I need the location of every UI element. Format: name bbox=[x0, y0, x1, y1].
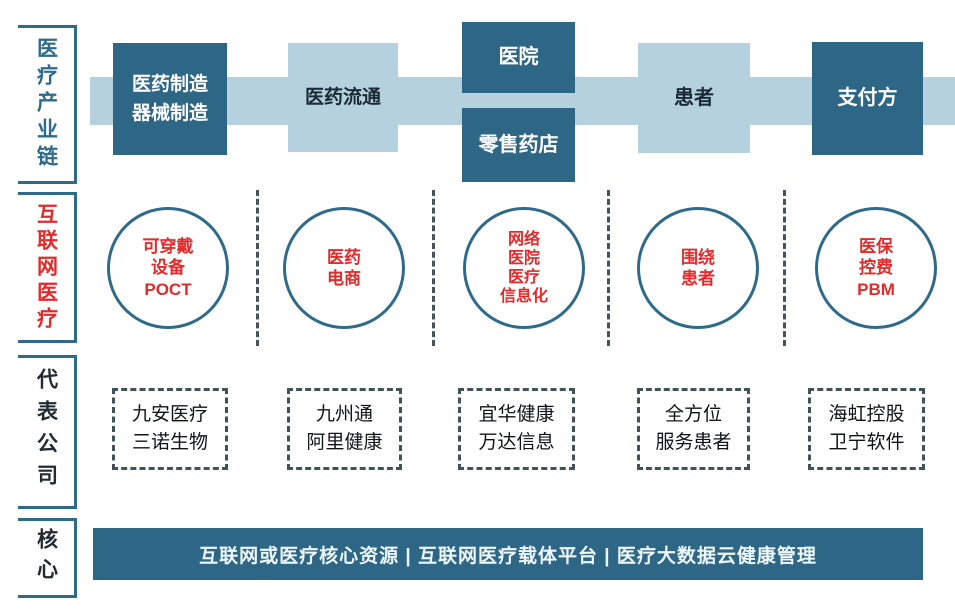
company-box-col5: 海虹控股 卫宁软件 bbox=[808, 388, 925, 470]
chain-node-retail-pharmacy: 零售药店 bbox=[462, 108, 575, 182]
circle-around-patient: 围绕 患者 bbox=[637, 207, 759, 329]
chain-node-distribution: 医药流通 bbox=[288, 43, 398, 152]
circle-wearables-poct: 可穿戴 设备 POCT bbox=[107, 207, 229, 329]
core-bar: 互联网或医疗核心资源 | 互联网医疗载体平台 | 医疗大数据云健康管理 bbox=[93, 528, 923, 580]
company-box-col2: 九州通 阿里健康 bbox=[287, 388, 402, 470]
company-box-col3: 宜华健康 万达信息 bbox=[458, 388, 575, 470]
column-separator-4 bbox=[783, 190, 786, 346]
company-box-col1: 九安医疗 三诺生物 bbox=[112, 388, 228, 470]
side-label-industry-chain: 医疗产业链 bbox=[18, 25, 77, 184]
side-label-core: 核心 bbox=[18, 518, 77, 598]
circle-insurance-control-pbm: 医保 控费 PBM bbox=[815, 207, 937, 329]
chain-node-hospital: 医院 bbox=[462, 22, 575, 93]
circle-pharma-ecommerce: 医药 电商 bbox=[283, 207, 405, 329]
chain-node-patient: 患者 bbox=[638, 43, 750, 153]
side-label-core-text: 核心 bbox=[34, 528, 59, 588]
chain-node-payer: 支付方 bbox=[812, 42, 923, 155]
side-label-representative-companies-text: 代表公司 bbox=[34, 368, 59, 496]
side-label-representative-companies: 代表公司 bbox=[18, 355, 77, 509]
side-label-internet-medical-text: 互联网医疗 bbox=[34, 202, 59, 333]
side-label-internet-medical: 互联网医疗 bbox=[18, 192, 77, 343]
column-separator-2 bbox=[432, 190, 435, 346]
column-separator-3 bbox=[607, 190, 610, 346]
chain-node-manufacturing: 医药制造 器械制造 bbox=[113, 43, 227, 155]
column-separator-1 bbox=[256, 190, 259, 346]
company-box-col4: 全方位 服务患者 bbox=[637, 388, 750, 470]
side-label-industry-chain-text: 医疗产业链 bbox=[34, 37, 59, 172]
circle-network-hospital-it: 网络 医院 医疗 信息化 bbox=[463, 207, 585, 329]
